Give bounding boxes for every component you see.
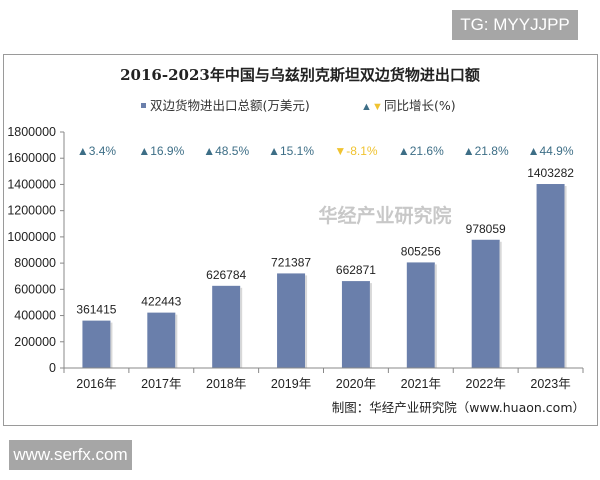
bar-value-label: 978059 [466,222,506,236]
bar-value-label: 1403282 [527,166,574,180]
legend-down-triangle-icon: ▼ [372,101,383,113]
x-tick-label: 2016年 [76,377,116,391]
up-triangle-icon: ▲ [463,144,475,158]
legend: 双边货物进出口总额(万美元) ▲ ▼ 同比增长(%) [141,98,456,113]
legend-bar-swatch [141,103,146,108]
y-tick-label: 1000000 [7,230,56,244]
growth-label: ▲16.9% [138,144,184,158]
bar [471,239,500,368]
bar-shadow [240,287,243,368]
x-tick-label: 2022年 [466,377,506,391]
source-note: 制图：华经产业研究院（www.huaon.com） [332,400,585,415]
y-tick-label: 1600000 [7,151,56,165]
growth-label: ▲21.8% [463,144,509,158]
bar [406,262,435,368]
up-triangle-icon: ▲ [398,144,410,158]
bar-shadow [175,314,178,368]
x-tick-label: 2017年 [141,377,181,391]
bar-value-label: 662871 [336,263,376,277]
bar-shadow [434,264,437,368]
watermark-overlay: 华经产业研究院 [318,204,451,227]
x-tick-label: 2023年 [530,377,570,391]
y-tick-label: 200000 [14,335,56,349]
bar-shadow [110,322,113,368]
bar-value-label: 805256 [401,244,441,258]
x-tick-label: 2020年 [336,377,376,391]
y-tick-label: 1800000 [7,125,56,139]
bar-value-label: 626784 [206,268,246,282]
bar-value-label: 422443 [141,295,181,309]
growth-value: -8.1% [346,144,378,158]
y-tick-label: 600000 [14,282,56,296]
x-tick-label: 2021年 [401,377,441,391]
down-triangle-icon: ▼ [334,144,346,158]
y-tick-label: 1200000 [7,204,56,218]
legend-bar-label: 双边货物进出口总额(万美元) [150,98,310,113]
bar-shadow [369,283,372,368]
bar-value-label: 361415 [76,303,116,317]
growth-label: ▲48.5% [203,144,249,158]
x-tick-label: 2019年 [271,377,311,391]
bar [341,281,370,368]
up-triangle-icon: ▲ [528,144,540,158]
bar-value-label: 721387 [271,255,311,269]
growth-value: 3.4% [89,144,117,158]
watermark-top: TG: MYYJJPP [452,10,578,40]
up-triangle-icon: ▲ [203,144,215,158]
growth-value: 21.8% [475,144,509,158]
bar [147,312,176,368]
bar [277,273,306,368]
legend-up-triangle-icon: ▲ [361,101,372,113]
x-tick-label: 2018年 [206,377,246,391]
bar-shadow [499,241,502,368]
growth-label: ▲21.6% [398,144,444,158]
growth-label: ▲3.4% [77,144,117,158]
up-triangle-icon: ▲ [268,144,280,158]
y-tick-label: 1400000 [7,177,56,191]
up-triangle-icon: ▲ [138,144,150,158]
bar [82,320,111,368]
bar [212,285,241,368]
y-tick-label: 800000 [14,256,56,270]
y-tick-label: 400000 [14,309,56,323]
growth-value: 44.9% [539,144,573,158]
watermark-bottom: www.serfx.com [9,440,132,470]
growth-label: ▲15.1% [268,144,314,158]
growth-label: ▼-8.1% [334,144,378,158]
growth-label: ▲44.9% [528,144,574,158]
bar-shadow [305,275,308,368]
bar [536,184,565,368]
up-triangle-icon: ▲ [77,144,89,158]
growth-value: 15.1% [280,144,314,158]
growth-value: 48.5% [215,144,249,158]
growth-value: 16.9% [150,144,184,158]
chart-title: 2016-2023年中国与乌兹别克斯坦双边货物进出口额 [120,66,480,84]
bar-shadow [564,186,567,368]
legend-growth-label: 同比增长(%) [384,98,456,113]
growth-value: 21.6% [410,144,444,158]
y-tick-label: 0 [49,361,56,375]
